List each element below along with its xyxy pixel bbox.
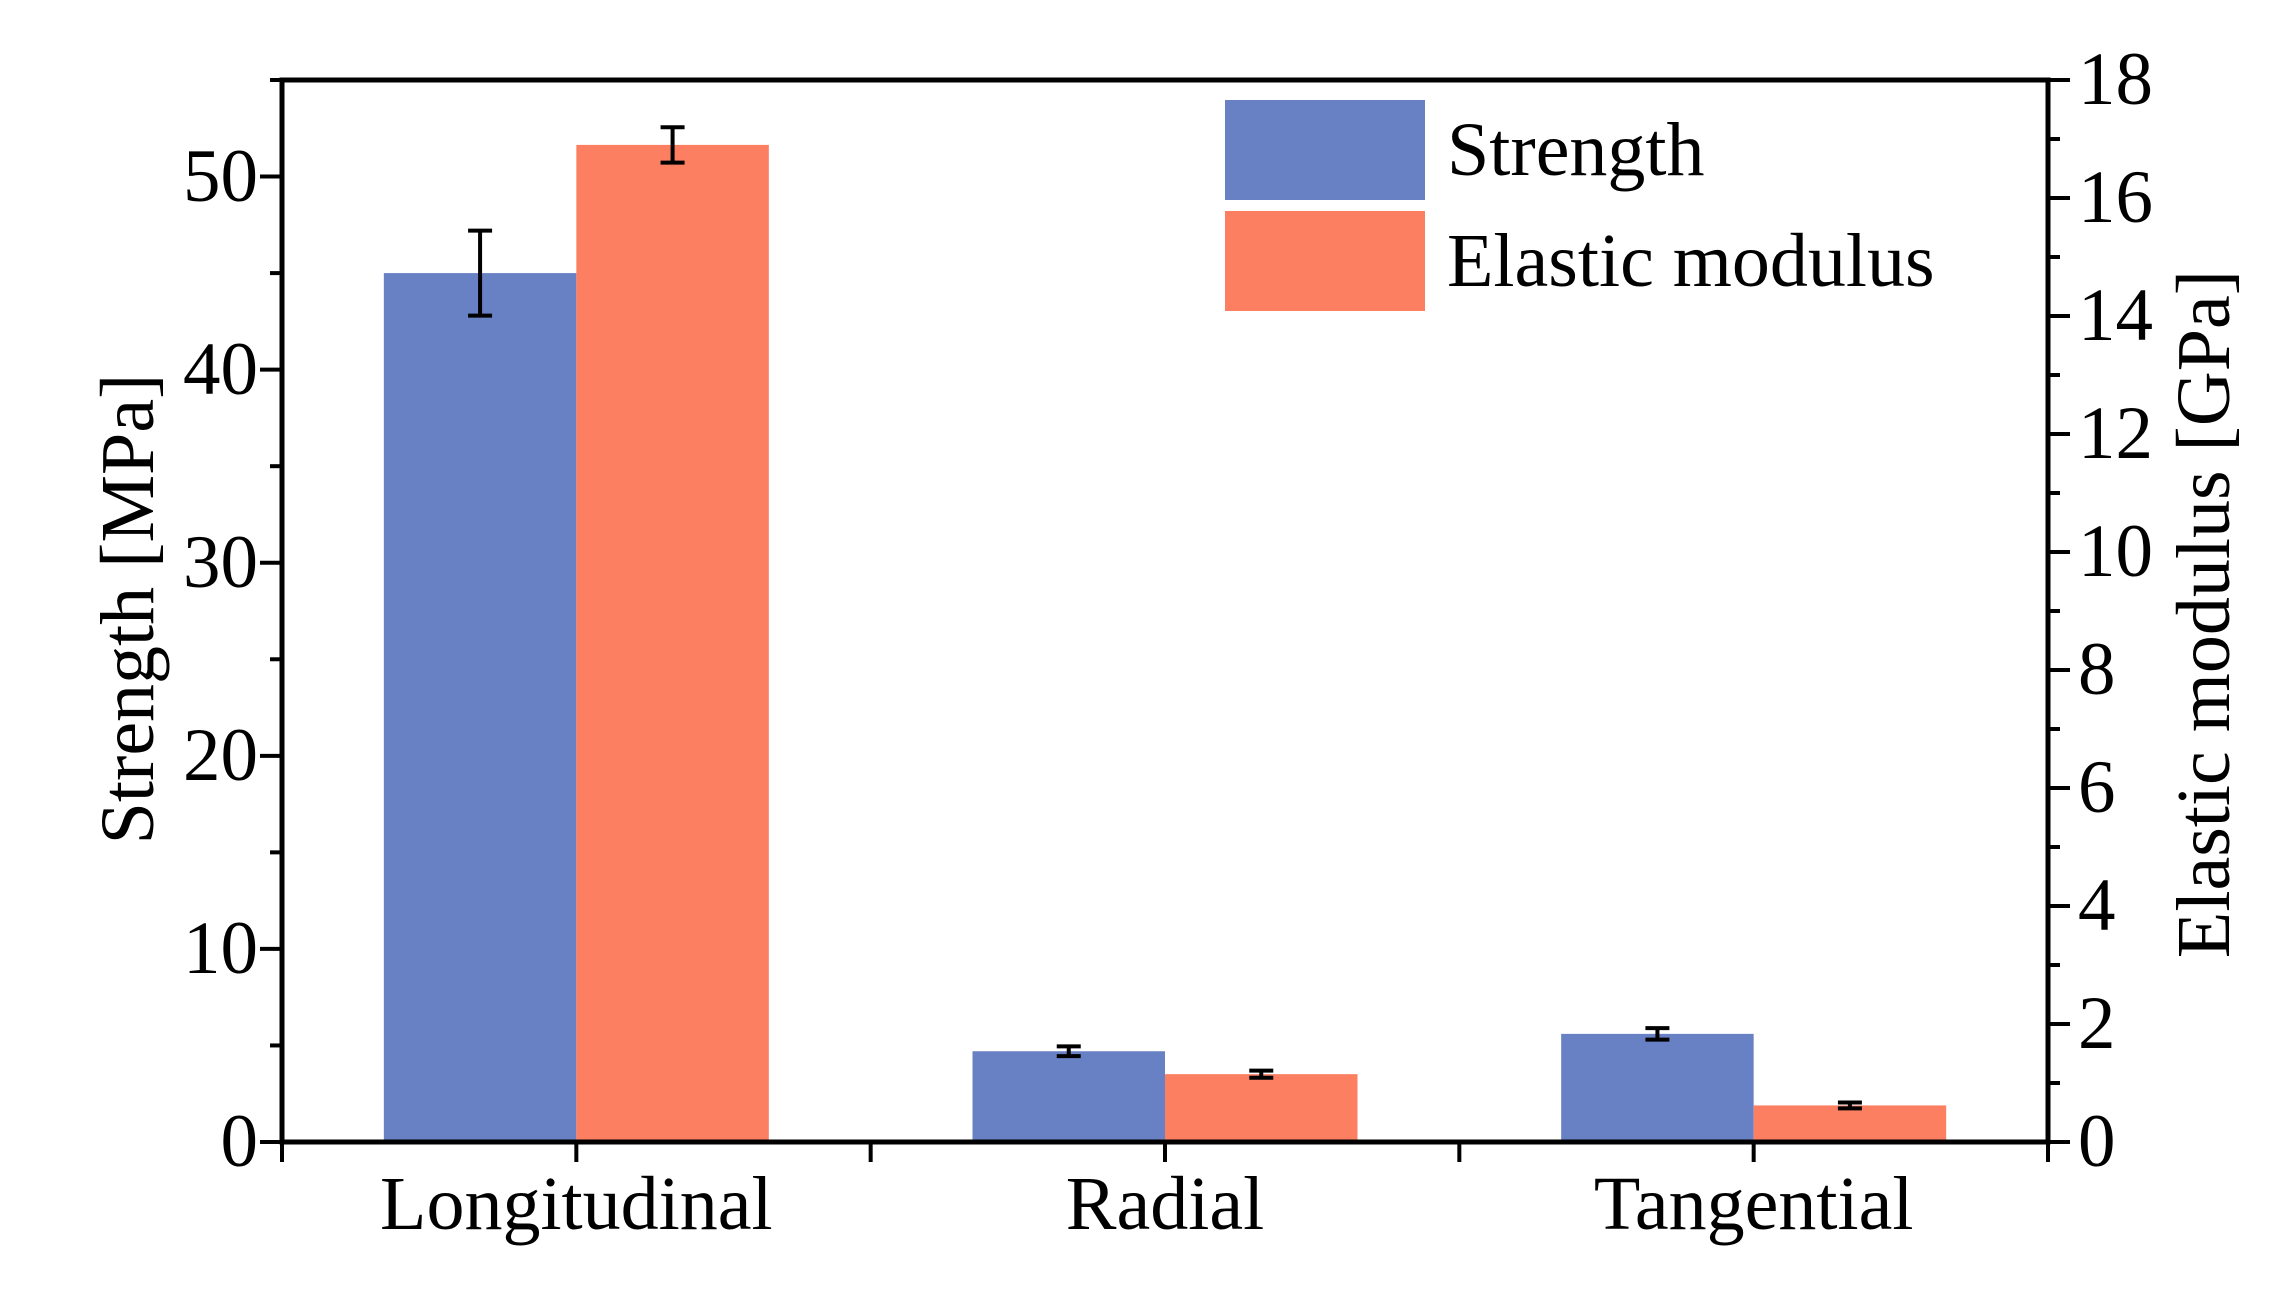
grain-direction-bar-chart: 0 10 20 30 40 50 0 2 4 6 8 10 12 14 16 18 Longitudinal Ra… bbox=[40, 16, 2272, 1288]
strength-legend-label: Strength bbox=[1447, 108, 1705, 192]
legend-item-elastic-modulus: Elastic modulus bbox=[1225, 211, 1935, 311]
elastic-modulus-legend-swatch bbox=[1225, 211, 1425, 311]
bar-elastic-modulus-tangential bbox=[1753, 1105, 1947, 1142]
elastic-modulus-legend-label: Elastic modulus bbox=[1447, 219, 1935, 303]
legend: Strength Elastic modulus bbox=[1225, 100, 1935, 311]
bar-elastic-modulus-longitudinal bbox=[576, 144, 769, 1142]
bar-elastic-modulus-radial bbox=[1165, 1074, 1358, 1142]
right-axis-title: Elastic modulus [GPa] bbox=[2162, 269, 2246, 959]
left-axis-title: Strength [MPa] bbox=[86, 373, 170, 845]
bar-strength-radial bbox=[972, 1051, 1165, 1142]
bar-strength-tangential bbox=[1561, 1033, 1754, 1142]
strength-legend-swatch bbox=[1225, 100, 1425, 200]
plot-canvas bbox=[260, 77, 2070, 1162]
bar-strength-longitudinal bbox=[383, 273, 577, 1142]
legend-item-strength: Strength bbox=[1225, 100, 1935, 200]
